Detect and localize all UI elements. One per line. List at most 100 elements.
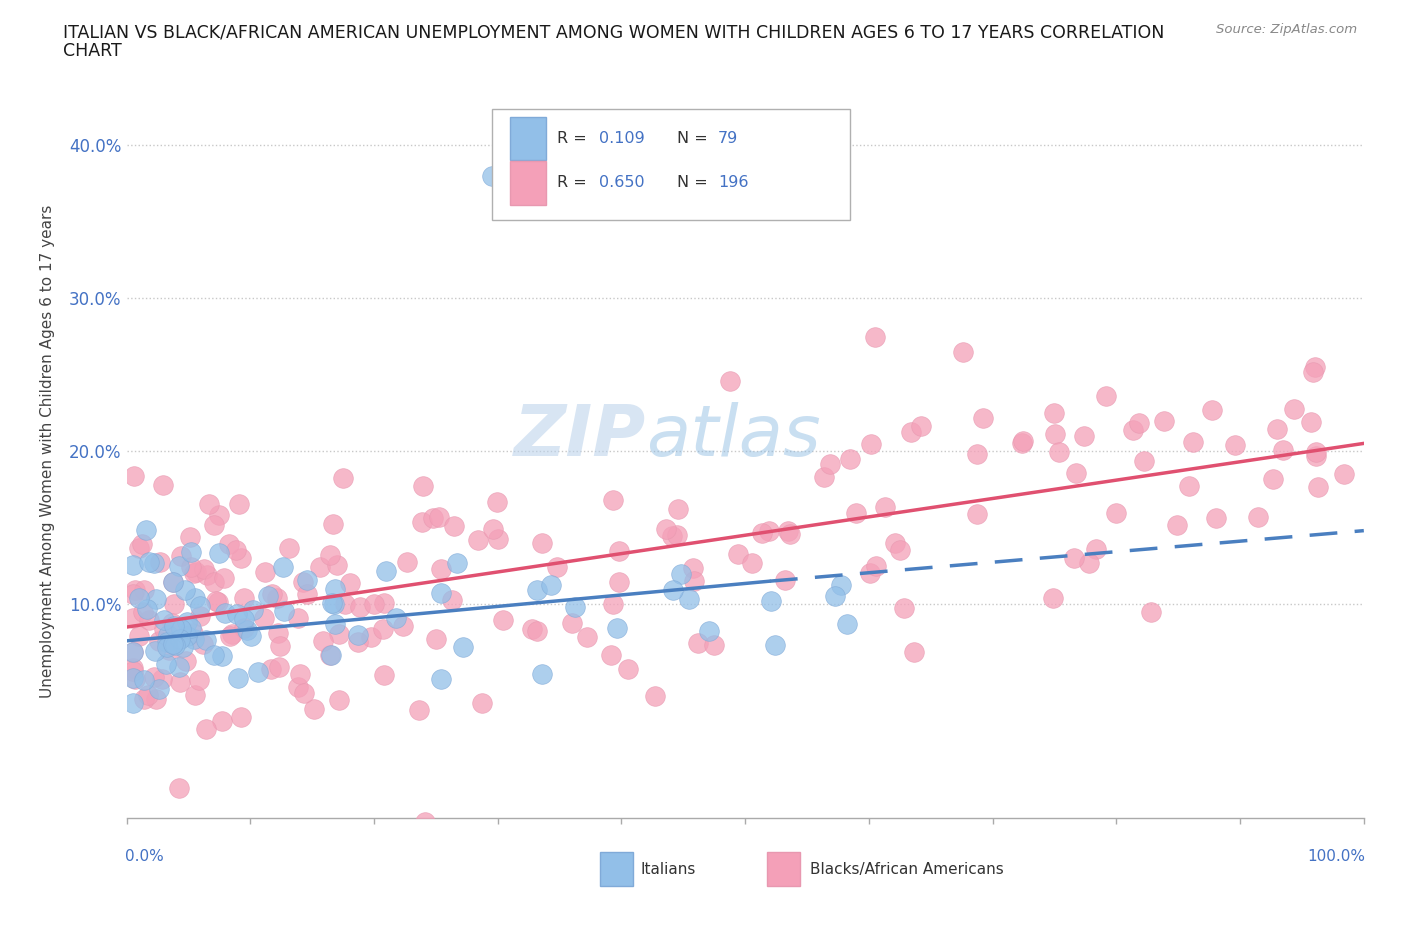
Point	[202, 647, 225, 662]
Point	[1177, 479, 1199, 494]
Point	[884, 535, 907, 550]
Point	[132, 672, 155, 687]
Point	[332, 471, 354, 485]
Point	[204, 593, 226, 608]
Point	[219, 629, 242, 644]
Point	[430, 671, 453, 686]
Point	[863, 330, 886, 345]
Point	[150, 671, 173, 686]
Point	[446, 555, 468, 570]
Point	[162, 636, 184, 651]
Point	[229, 551, 252, 565]
Point	[751, 525, 773, 540]
Point	[221, 626, 243, 641]
Point	[134, 582, 156, 597]
Point	[824, 589, 846, 604]
Point	[875, 499, 897, 514]
Point	[1302, 365, 1324, 379]
Point	[666, 501, 689, 516]
Point	[169, 632, 191, 647]
Point	[1078, 555, 1101, 570]
Point	[607, 574, 630, 589]
Point	[145, 692, 167, 707]
Point	[440, 592, 463, 607]
Point	[339, 576, 361, 591]
Point	[128, 629, 150, 644]
Point	[157, 628, 180, 643]
Point	[718, 374, 741, 389]
Point	[481, 168, 503, 183]
Point	[162, 575, 184, 590]
Point	[1073, 429, 1095, 444]
Point	[1047, 445, 1070, 459]
Point	[1271, 443, 1294, 458]
Point	[184, 687, 207, 702]
Point	[233, 620, 256, 635]
Text: 0.109: 0.109	[599, 131, 645, 146]
Text: 0.0%: 0.0%	[125, 849, 165, 864]
Point	[323, 581, 346, 596]
Point	[135, 523, 157, 538]
Point	[661, 583, 683, 598]
Point	[287, 611, 309, 626]
Point	[260, 661, 283, 676]
Point	[1085, 541, 1108, 556]
Point	[169, 781, 191, 796]
Point	[138, 613, 160, 628]
Point	[242, 603, 264, 618]
Point	[287, 680, 309, 695]
Point	[326, 557, 349, 572]
Point	[211, 713, 233, 728]
Point	[121, 664, 143, 679]
Point	[232, 591, 254, 605]
Point	[149, 555, 172, 570]
Point	[143, 644, 166, 659]
Point	[349, 599, 371, 614]
Point	[1201, 403, 1223, 418]
Point	[427, 510, 450, 525]
Point	[467, 533, 489, 548]
Point	[278, 541, 301, 556]
Point	[669, 566, 692, 581]
Point	[837, 617, 859, 631]
Text: ZIP: ZIP	[515, 402, 647, 471]
Point	[347, 635, 370, 650]
Text: Italians: Italians	[640, 862, 696, 877]
Point	[318, 548, 340, 563]
Text: N =: N =	[678, 176, 713, 191]
Text: R =: R =	[557, 176, 592, 191]
Text: Blacks/African Americans: Blacks/African Americans	[810, 862, 1004, 877]
Point	[145, 591, 167, 606]
Point	[778, 524, 800, 538]
Point	[773, 573, 796, 588]
Point	[526, 582, 548, 597]
Point	[176, 615, 198, 630]
Point	[1305, 445, 1327, 459]
Point	[546, 560, 568, 575]
FancyBboxPatch shape	[492, 110, 851, 219]
Point	[564, 600, 586, 615]
Text: R =: R =	[557, 131, 592, 146]
Point	[830, 578, 852, 592]
Point	[607, 543, 630, 558]
Point	[373, 668, 395, 683]
Point	[328, 626, 350, 641]
Point	[256, 588, 278, 603]
Point	[384, 610, 406, 625]
Point	[952, 345, 974, 360]
Point	[972, 410, 994, 425]
Point	[758, 524, 780, 538]
Point	[741, 555, 763, 570]
Point	[321, 595, 343, 610]
Point	[156, 634, 179, 649]
Point	[966, 446, 988, 461]
Text: N =: N =	[678, 131, 713, 146]
Point	[1166, 517, 1188, 532]
Point	[1303, 359, 1326, 374]
Point	[172, 640, 194, 655]
Point	[163, 638, 186, 653]
Point	[779, 527, 801, 542]
Point	[371, 622, 394, 637]
Point	[966, 506, 988, 521]
Point	[575, 630, 598, 644]
